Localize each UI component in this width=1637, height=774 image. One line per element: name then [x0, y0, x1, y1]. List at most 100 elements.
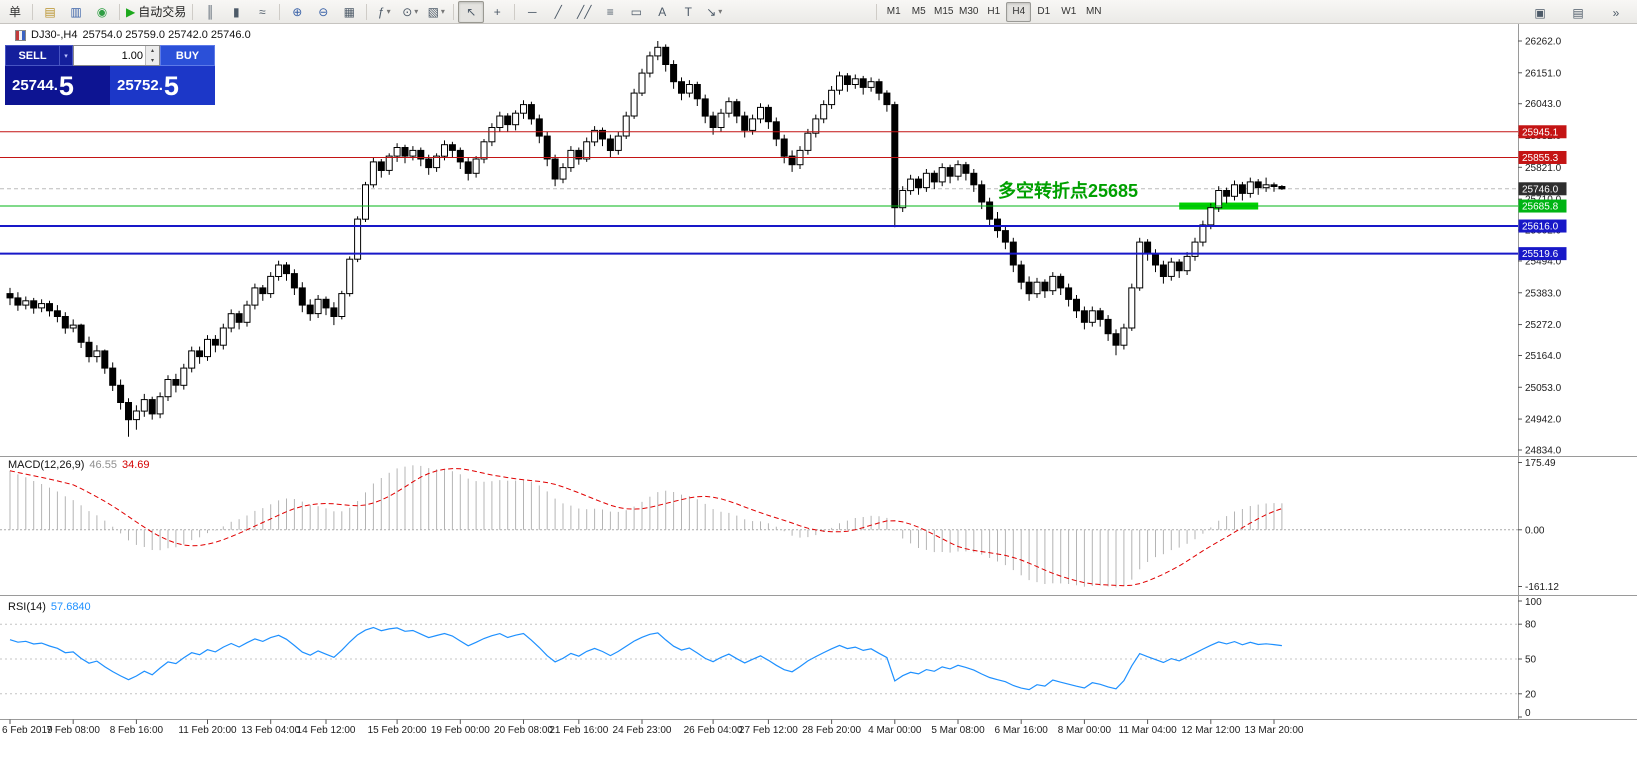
volume-input[interactable]: [74, 46, 145, 65]
line-chart-button[interactable]: ≈: [249, 1, 275, 23]
cursor-button[interactable]: ↖: [458, 0, 485, 23]
time-axis-label: 8 Feb 16:00: [110, 725, 164, 736]
toolbar-separator: [192, 3, 194, 20]
timeframe-h4-button[interactable]: H4: [1006, 1, 1032, 22]
macd-scale-label: 175.49: [1525, 458, 1556, 469]
window-controls: ▣ ▤ »: [1527, 2, 1629, 24]
annotation-text[interactable]: 多空转折点25685: [998, 181, 1139, 201]
bar-chart-icon: ║: [205, 4, 215, 19]
rsi-panel-label: RSI(14) 57.6840: [8, 601, 91, 613]
fibonacci-button[interactable]: ≡: [597, 1, 623, 23]
buy-price-display[interactable]: 25752. 5: [110, 66, 215, 105]
cascade-windows-icon[interactable]: ▣: [1534, 6, 1546, 20]
rsi-scale-label: 20: [1525, 689, 1537, 700]
text-label-button[interactable]: T: [675, 1, 701, 23]
price-scale-label: 25383.0: [1525, 288, 1562, 299]
price-scale-label: 26262.0: [1525, 37, 1562, 48]
arrows-dropdown-icon: ▾: [718, 7, 723, 16]
rsi-scale-label: 80: [1525, 620, 1537, 631]
timeframe-m30-button[interactable]: M30: [959, 6, 979, 17]
macd-signal-value: 34.69: [121, 459, 150, 471]
periods-button[interactable]: ⊙ ▾: [397, 1, 423, 23]
charts-button[interactable]: ▤: [37, 1, 63, 23]
new-order-button[interactable]: 单: [2, 1, 28, 23]
algo-trading-label: 自动交易: [138, 5, 187, 19]
timeframe-m15-button[interactable]: M15: [934, 6, 954, 17]
zoom-in-button[interactable]: ⊕: [284, 1, 310, 23]
chart-ohlc-values: 25754.0 25759.0 25742.0 25746.0: [82, 29, 251, 41]
time-axis-label: 28 Feb 20:00: [802, 725, 861, 736]
rsi-label: RSI(14): [8, 601, 46, 613]
order-type-dropdown[interactable]: ▾: [60, 45, 73, 66]
time-axis-label: 19 Feb 00:00: [431, 725, 490, 736]
candlestick-chart-button[interactable]: ▮: [223, 1, 249, 23]
time-axis-label: 4 Mar 00:00: [868, 725, 922, 736]
timeframe-d1-button[interactable]: D1: [1037, 6, 1051, 17]
chart-background: [0, 24, 1637, 774]
toolbar-overflow-icon[interactable]: »: [1612, 6, 1620, 20]
indicators-icon: ƒ: [377, 4, 385, 19]
level-price-box: [1518, 150, 1567, 164]
timeframe-w1-button[interactable]: W1: [1061, 6, 1077, 17]
horizontal-line-icon: ─: [527, 4, 537, 19]
indicators-button[interactable]: ƒ ▾: [371, 1, 397, 23]
sell-price-main: 25744.: [12, 77, 58, 94]
profiles-button[interactable]: ▥: [63, 1, 89, 23]
algo-trading-button[interactable]: ▶ 自动交易: [124, 1, 188, 23]
volume-up-icon[interactable]: ▴: [146, 46, 159, 56]
sell-price-big-digit: 5: [58, 70, 74, 101]
macd-histogram: [9, 465, 1283, 588]
time-axis-label: 12 Mar 12:00: [1181, 725, 1240, 736]
templates-button[interactable]: ▧ ▾: [423, 1, 449, 23]
bar-chart-button[interactable]: ║: [197, 1, 223, 23]
equidistant-channel-button[interactable]: ╱╱: [571, 1, 597, 23]
toolbar-groups: 单 ▤ ▥ ◉ ▶ 自动交易 ║ ▮ ≈ ⊕ ⊖ ▦ ƒ ▾ ⊙ ▾ ▧ ▾ ↖ + ─ ╱ ╱╱ ≡ ▭ A T ↘ ▾: [2, 0, 727, 23]
crosshair-button[interactable]: +: [484, 1, 510, 23]
equidistant-channel-icon: ╱╱: [577, 4, 592, 19]
chart-canvas[interactable]: 26262.026151.026043.025932.025821.025710…: [0, 24, 1637, 774]
templates-dropdown-icon: ▾: [440, 7, 445, 16]
timeframe-m5-button[interactable]: M5: [911, 6, 926, 17]
templates-icon: ▧: [427, 4, 439, 19]
text-button[interactable]: A: [649, 1, 675, 23]
price-scale-label: 25494.0: [1525, 256, 1562, 267]
timeframe-h1-button[interactable]: H1: [987, 6, 1001, 17]
new-order-icon: 单: [8, 5, 21, 19]
sell-price-display[interactable]: 25744. 5: [5, 66, 110, 105]
buy-button[interactable]: BUY: [160, 45, 215, 66]
time-axis-label: 14 Feb 12:00: [297, 725, 356, 736]
trendline-button[interactable]: ╱: [545, 1, 571, 23]
volume-down-icon[interactable]: ▾: [146, 55, 159, 65]
sell-button[interactable]: SELL: [5, 45, 60, 66]
rsi-scale-label: 50: [1525, 655, 1537, 666]
toolbar-separator: [366, 3, 368, 20]
time-axis-label: 26 Feb 04:00: [684, 725, 743, 736]
time-axis-label: 8 Mar 00:00: [1058, 725, 1112, 736]
zoom-in-icon: ⊕: [292, 4, 303, 19]
level-price-label: 25616.0: [1522, 222, 1559, 233]
chart-title: DJ30-,H4 25754.0 25759.0 25742.0 25746.0: [15, 29, 251, 41]
level-price-label: 25855.3: [1522, 153, 1559, 164]
macd-scale-label: -161.12: [1525, 582, 1559, 593]
toolbar-separator: [453, 3, 455, 20]
shapes-button[interactable]: ▭: [623, 1, 649, 23]
horizontal-line-button[interactable]: ─: [519, 1, 545, 23]
sell-button-label: SELL: [18, 49, 47, 62]
tile-horizontal-icon[interactable]: ▤: [1572, 6, 1584, 20]
price-scale-label: 26043.0: [1525, 99, 1562, 110]
price-scale-label: 25821.0: [1525, 163, 1562, 174]
timeframe-mn-button[interactable]: MN: [1085, 6, 1102, 17]
timeframe-m1-button[interactable]: M1: [886, 6, 901, 17]
cursor-icon: ↖: [466, 4, 477, 19]
market-watch-button[interactable]: ◉: [89, 1, 115, 23]
chart-icon: [15, 29, 26, 41]
price-scale-label: 25164.0: [1525, 351, 1562, 362]
line-chart-icon: ≈: [258, 4, 266, 19]
arrows-button[interactable]: ↘ ▾: [701, 1, 727, 23]
time-axis-label: 21 Feb 16:00: [549, 725, 608, 736]
tile-windows-button[interactable]: ▦: [336, 1, 362, 23]
volume-spinner: ▴ ▾: [145, 46, 159, 65]
charts-icon: ▤: [44, 4, 56, 19]
zoom-out-button[interactable]: ⊖: [310, 1, 336, 23]
price-scale-label: 25272.0: [1525, 320, 1562, 331]
